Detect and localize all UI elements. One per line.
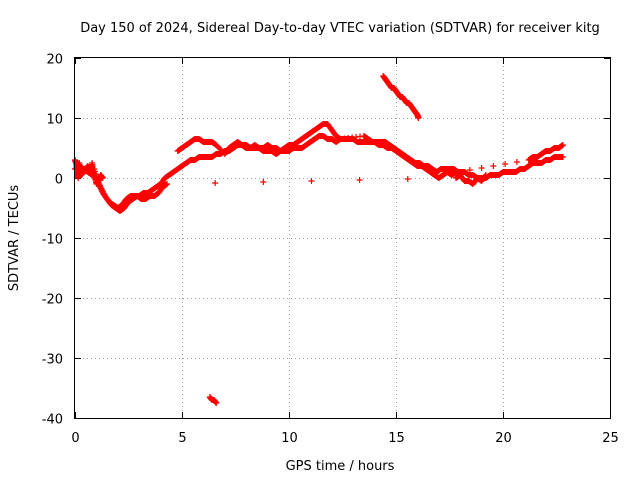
y-tick-label: 10 — [46, 113, 63, 128]
y-tick-labels: -40 -30 -20 -10 0 10 20 — [42, 53, 63, 428]
data-point — [490, 163, 497, 169]
y-tick-label: -30 — [42, 353, 63, 368]
data-point — [482, 173, 489, 179]
x-tick-label: 15 — [388, 431, 405, 446]
data-point — [559, 154, 566, 160]
data-point — [415, 115, 422, 121]
data-point — [260, 179, 267, 185]
data-points — [72, 73, 566, 406]
series-late-segment — [380, 73, 422, 121]
data-point — [513, 159, 520, 165]
data-point — [212, 180, 219, 186]
y-tick-label: 20 — [46, 53, 63, 68]
x-tick-label: 25 — [602, 431, 619, 446]
x-axis-label: GPS time / hours — [286, 459, 395, 474]
data-point — [466, 167, 473, 173]
x-tick-label: 5 — [178, 431, 186, 446]
data-point — [99, 175, 106, 181]
y-tick-label: -20 — [42, 293, 63, 308]
data-point — [404, 176, 411, 182]
series-lower-band — [91, 166, 489, 214]
data-point — [559, 142, 566, 148]
data-point — [164, 181, 171, 187]
data-point — [482, 172, 489, 178]
data-point — [478, 165, 485, 171]
x-tick-label: 20 — [495, 431, 512, 446]
x-tick-label: 0 — [71, 431, 79, 446]
y-tick-label: -10 — [42, 233, 63, 248]
x-tick-labels: 0 5 10 15 20 25 — [71, 431, 618, 446]
data-point — [213, 400, 220, 406]
series-early-cluster — [72, 157, 106, 187]
data-point — [502, 161, 509, 167]
data-point — [308, 178, 315, 184]
grid-lines — [75, 58, 610, 418]
y-axis-label: SDTVAR / TECUs — [7, 185, 22, 292]
series-outlier — [206, 394, 220, 406]
y-tick-label: -40 — [42, 413, 63, 428]
plot-frame — [74, 57, 611, 419]
data-point — [356, 177, 363, 183]
chart-title: Day 150 of 2024, Sidereal Day-to-day VTE… — [80, 21, 600, 36]
y-tick-label: 0 — [55, 173, 63, 188]
x-tick-label: 10 — [281, 431, 298, 446]
series-upper-band — [174, 121, 566, 175]
